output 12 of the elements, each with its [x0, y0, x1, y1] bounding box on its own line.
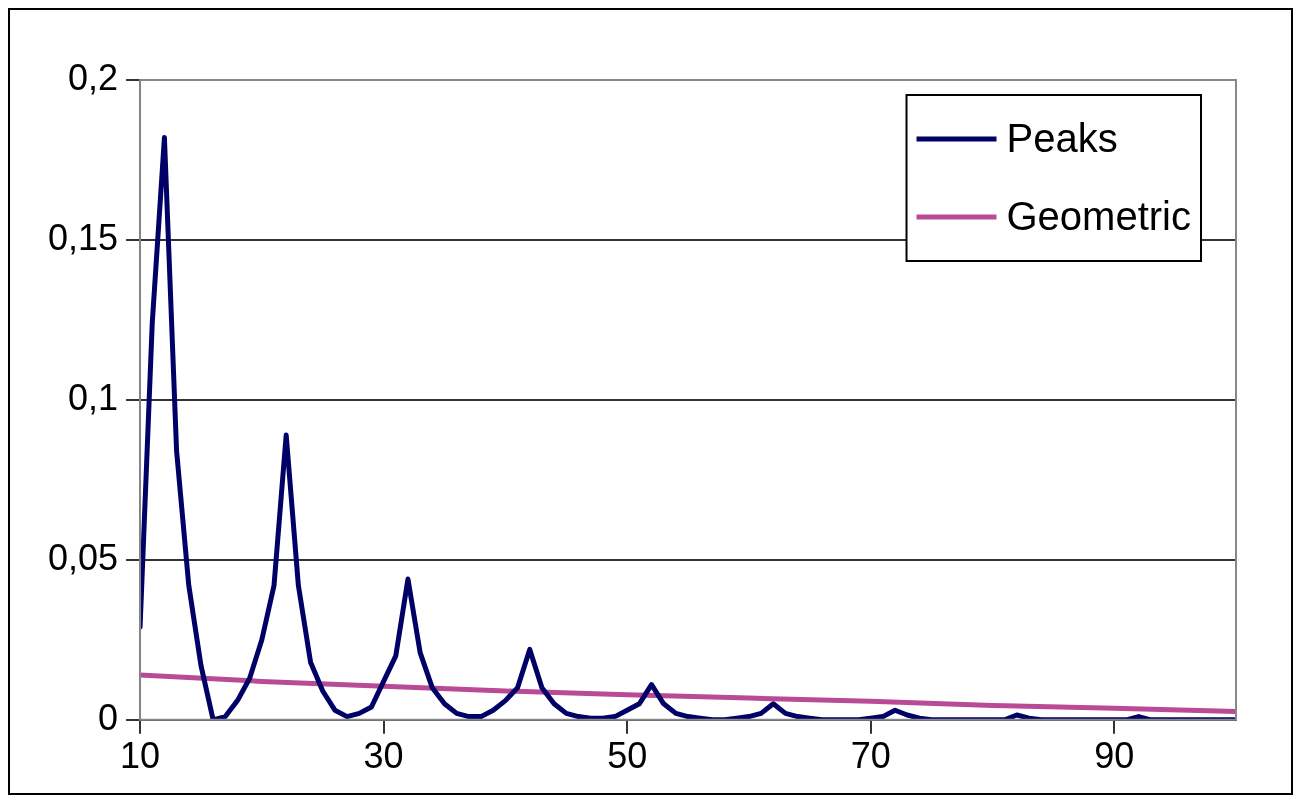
x-tick-label: 70 — [850, 735, 891, 777]
x-tick-label: 10 — [120, 735, 161, 777]
legend-label: Geometric — [1006, 194, 1192, 239]
x-tick-label: 30 — [363, 735, 404, 777]
x-tick-label: 90 — [1094, 735, 1135, 777]
y-tick-label: 0,05 — [47, 536, 119, 578]
y-tick-label: 0,1 — [68, 376, 119, 418]
legend-label: Peaks — [1006, 116, 1118, 161]
y-tick-label: 0,15 — [47, 216, 119, 258]
x-tick-label: 50 — [607, 735, 648, 777]
y-tick-label: 0 — [98, 696, 119, 738]
y-tick-label: 0,2 — [68, 56, 119, 98]
